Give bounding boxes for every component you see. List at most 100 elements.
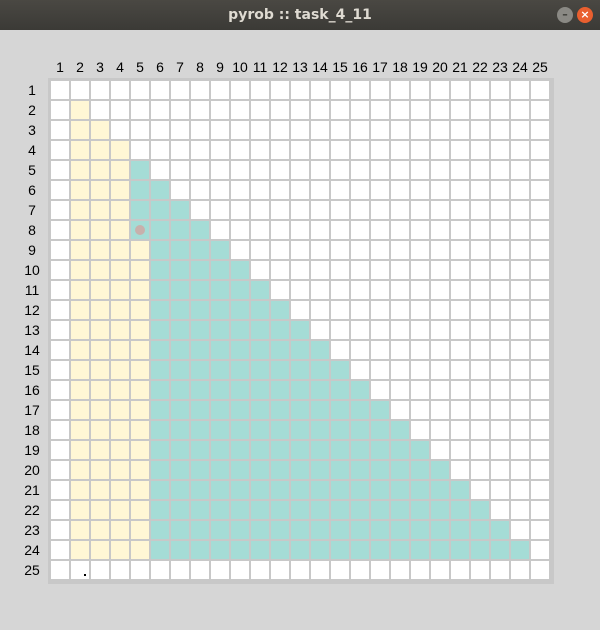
grid-cell-filled — [431, 541, 449, 559]
grid-cell-empty — [491, 321, 509, 339]
grid-cell-highlight — [111, 541, 129, 559]
grid-cell-empty — [391, 261, 409, 279]
grid-cell-empty — [331, 221, 349, 239]
grid-cell-empty — [311, 281, 329, 299]
grid-cell-filled — [271, 421, 289, 439]
grid-cell-empty — [431, 301, 449, 319]
grid-cell-filled — [151, 461, 169, 479]
grid-cell-empty — [311, 121, 329, 139]
grid-cell-filled — [231, 481, 249, 499]
grid-cell-filled — [211, 461, 229, 479]
grid-cell-filled — [391, 441, 409, 459]
grid-cell-filled — [251, 281, 269, 299]
grid-cell-empty — [271, 561, 289, 579]
grid-cell-filled — [191, 441, 209, 459]
row-label-7: 7 — [28, 202, 36, 218]
grid-cell-filled — [211, 341, 229, 359]
grid-cell-highlight — [111, 381, 129, 399]
window-titlebar[interactable]: pyrob :: task_4_11 – × — [0, 0, 600, 30]
grid-cell-empty — [471, 101, 489, 119]
grid-cell-empty — [171, 161, 189, 179]
grid-cell-empty — [311, 301, 329, 319]
grid-cell-empty — [331, 261, 349, 279]
grid-cell-empty — [231, 201, 249, 219]
grid-cell-empty — [111, 81, 129, 99]
grid-cell-empty — [291, 221, 309, 239]
grid-cell-filled — [191, 421, 209, 439]
row-label-16: 16 — [24, 382, 40, 398]
grid-cell-empty — [271, 141, 289, 159]
grid-cell-empty — [491, 241, 509, 259]
grid-cell-filled — [471, 541, 489, 559]
grid-cell-filled — [251, 541, 269, 559]
grid-cell-filled — [271, 401, 289, 419]
grid-cell-empty — [531, 561, 549, 579]
grid-cell-empty — [191, 81, 209, 99]
grid-cell-highlight — [71, 521, 89, 539]
grid-cell-filled — [351, 461, 369, 479]
grid-cell-highlight — [71, 301, 89, 319]
grid-cell-empty — [191, 561, 209, 579]
grid-cell-empty — [451, 141, 469, 159]
grid-cell-empty — [511, 561, 529, 579]
grid-cell-highlight — [91, 381, 109, 399]
grid-cell-filled — [231, 521, 249, 539]
grid-cell-empty — [431, 161, 449, 179]
grid-cell-empty — [311, 181, 329, 199]
grid-cell-empty — [51, 221, 69, 239]
grid-cell-filled — [211, 481, 229, 499]
grid-cell-empty — [171, 561, 189, 579]
grid-cell-empty — [391, 221, 409, 239]
grid-cell-filled — [231, 341, 249, 359]
grid-cell-empty — [311, 321, 329, 339]
grid-cell-empty — [211, 141, 229, 159]
grid-cell-empty — [511, 281, 529, 299]
grid-cell-filled — [411, 441, 429, 459]
grid-cell-filled — [171, 481, 189, 499]
grid-cell-filled — [311, 421, 329, 439]
close-button[interactable]: × — [577, 7, 593, 23]
grid-cell-empty — [491, 281, 509, 299]
grid-cell-empty — [271, 121, 289, 139]
grid-cell-empty — [471, 381, 489, 399]
grid-cell-empty — [331, 81, 349, 99]
grid-cell-highlight — [111, 281, 129, 299]
grid-cell-filled — [331, 461, 349, 479]
minimize-button[interactable]: – — [557, 7, 573, 23]
grid-cell-empty — [231, 161, 249, 179]
grid-cell-empty — [351, 121, 369, 139]
grid-cell-highlight — [71, 481, 89, 499]
grid-cell-empty — [51, 521, 69, 539]
grid-cell-filled — [211, 541, 229, 559]
grid-cell-empty — [511, 161, 529, 179]
grid-cell-highlight — [111, 481, 129, 499]
grid-cell-filled — [191, 301, 209, 319]
column-label-3: 3 — [96, 59, 104, 75]
grid-cell-empty — [131, 141, 149, 159]
grid-cell-empty — [391, 301, 409, 319]
grid-cell-empty — [411, 301, 429, 319]
grid-cell-filled — [171, 501, 189, 519]
grid-cell-highlight — [91, 401, 109, 419]
grid-cell-empty — [191, 161, 209, 179]
grid-cell-highlight — [91, 461, 109, 479]
grid-cell-empty — [431, 421, 449, 439]
grid-cell-empty — [331, 161, 349, 179]
grid-cell-empty — [491, 301, 509, 319]
grid-cell-filled — [211, 301, 229, 319]
grid-cell-filled — [231, 321, 249, 339]
grid-cell-filled — [211, 521, 229, 539]
grid-cell-empty — [491, 361, 509, 379]
grid-cell-empty — [371, 281, 389, 299]
grid-cell-filled — [311, 541, 329, 559]
grid-cell-filled — [191, 521, 209, 539]
row-label-9: 9 — [28, 242, 36, 258]
grid-cell-filled — [411, 461, 429, 479]
grid-cell-filled — [151, 441, 169, 459]
grid-cell-highlight — [71, 201, 89, 219]
grid-cell-empty — [251, 181, 269, 199]
grid-cell-empty — [331, 201, 349, 219]
grid-cell-filled — [391, 481, 409, 499]
grid-cell-empty — [331, 561, 349, 579]
grid-cell-empty — [291, 281, 309, 299]
